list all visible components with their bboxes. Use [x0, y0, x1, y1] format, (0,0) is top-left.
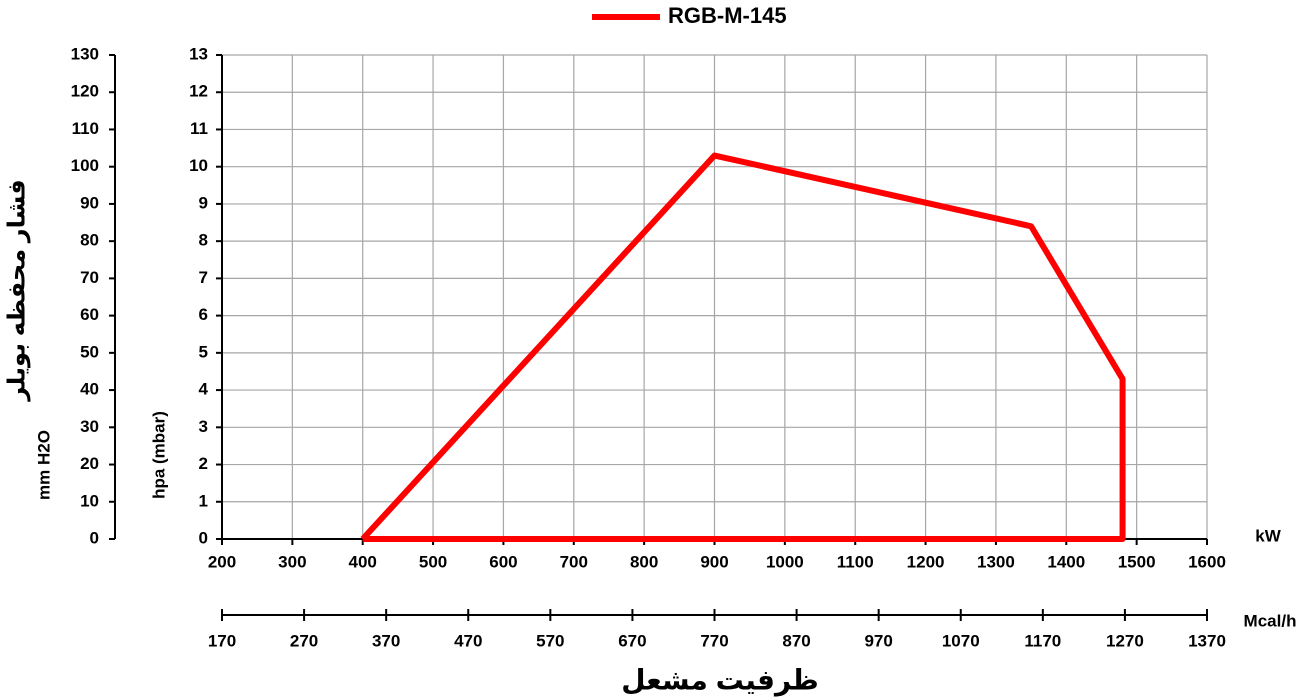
y-tick-label: 2 [199, 454, 208, 473]
y-axis-label: hpa (mbar) [149, 411, 168, 499]
y-tick-label: 8 [199, 231, 208, 250]
x-tick-label: 1600 [1188, 552, 1226, 571]
y2-tick-label: 70 [80, 268, 99, 287]
y2-tick-label: 80 [80, 231, 99, 250]
x2-tick-label: 870 [782, 631, 810, 650]
y-tick-label: 13 [189, 44, 208, 63]
y2-axis-label: mm H2O [34, 430, 53, 500]
y-tick-label: 12 [189, 82, 208, 101]
x2-axis-label: Mcal/h [1244, 611, 1297, 630]
x-tick-label: 700 [560, 552, 588, 571]
x2-tick-label: 370 [372, 631, 400, 650]
y2-tick-label: 40 [80, 380, 99, 399]
y-tick-label: 3 [199, 417, 208, 436]
x2-tick-label: 670 [618, 631, 646, 650]
x-tick-label: 1100 [837, 552, 874, 571]
y2-tick-label: 110 [72, 119, 99, 138]
x2-tick-label: 970 [864, 631, 892, 650]
x2-tick-label: 470 [454, 631, 482, 650]
y-tick-label: 9 [199, 193, 208, 212]
y2-tick-label: 120 [71, 82, 99, 101]
x-tick-label: 900 [700, 552, 728, 571]
x2-tick-label: 570 [536, 631, 564, 650]
x-axis-label: kW [1255, 526, 1281, 545]
y-tick-label: 0 [199, 528, 208, 547]
x-tick-label: 600 [489, 552, 517, 571]
y-tick-label: 6 [199, 305, 208, 324]
x-tick-label: 1400 [1047, 552, 1085, 571]
x2-tick-label: 1170 [1024, 631, 1061, 650]
y2-tick-label: 20 [80, 454, 99, 473]
y2-tick-label: 130 [71, 44, 99, 63]
y-tick-label: 10 [189, 156, 208, 175]
data-line [360, 152, 1126, 542]
y2-tick-label: 60 [80, 305, 99, 324]
y2-tick-label: 0 [90, 528, 99, 547]
y-title: فشار محفظه بویلر [3, 179, 30, 401]
y-tick-label: 4 [199, 380, 209, 399]
x2-tick-label: 270 [290, 631, 318, 650]
y-tick-label: 1 [199, 491, 208, 510]
x-tick-label: 1000 [766, 552, 804, 571]
y-tick-label: 7 [199, 268, 208, 287]
x-tick-label: 200 [208, 552, 236, 571]
y2-tick-label: 100 [71, 156, 99, 175]
x-tick-label: 800 [630, 552, 658, 571]
y2-tick-label: 50 [80, 342, 99, 361]
y2-tick-label: 10 [80, 491, 99, 510]
y2-tick-label: 30 [80, 417, 99, 436]
y-tick-label: 11 [190, 119, 208, 138]
y2-tick-label: 90 [80, 193, 99, 212]
x-tick-label: 1500 [1118, 552, 1156, 571]
x2-tick-label: 770 [700, 631, 728, 650]
x2-tick-label: 1370 [1188, 631, 1226, 650]
x-tick-label: 1300 [977, 552, 1015, 571]
x2-tick-label: 1270 [1106, 631, 1144, 650]
x2-tick-label: 1070 [942, 631, 980, 650]
x2-tick-label: 170 [208, 631, 236, 650]
x-tick-label: 400 [349, 552, 377, 571]
x-title: ظرفیت مشعل [621, 664, 819, 696]
x-tick-label: 1200 [907, 552, 945, 571]
y-tick-label: 5 [199, 342, 208, 361]
x-tick-label: 500 [419, 552, 447, 571]
x-tick-label: 300 [278, 552, 306, 571]
legend-label: RGB-M-145 [668, 3, 787, 28]
